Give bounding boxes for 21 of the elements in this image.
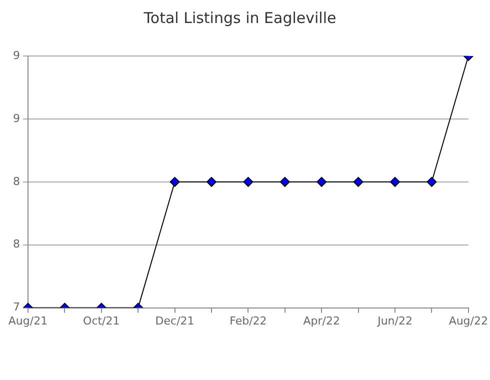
y-tick-label: 9: [13, 48, 20, 62]
y-tick-label: 7: [13, 300, 20, 314]
x-tick-label: Jun/22: [376, 314, 412, 328]
x-tick-label: Oct/21: [83, 314, 120, 328]
y-tick-label: 8: [13, 238, 20, 251]
x-tick-label: Dec/21: [155, 314, 194, 328]
point: [280, 176, 290, 187]
point: [390, 176, 400, 187]
x-tick-label: Aug/21: [8, 314, 48, 328]
point: [426, 176, 437, 187]
chart-title: Total Listings in Eagleville: [142, 8, 336, 27]
point: [243, 176, 254, 187]
point: [353, 176, 364, 187]
x-tick-label: Apr/22: [303, 314, 340, 328]
point: [170, 176, 180, 187]
x-tick-label: Aug/22: [448, 314, 488, 328]
x-tick-label: Feb/22: [230, 314, 267, 328]
point: [206, 176, 217, 187]
point: [316, 176, 327, 187]
y-tick-label: 9: [13, 112, 20, 125]
y-tick-label: 8: [13, 174, 20, 188]
